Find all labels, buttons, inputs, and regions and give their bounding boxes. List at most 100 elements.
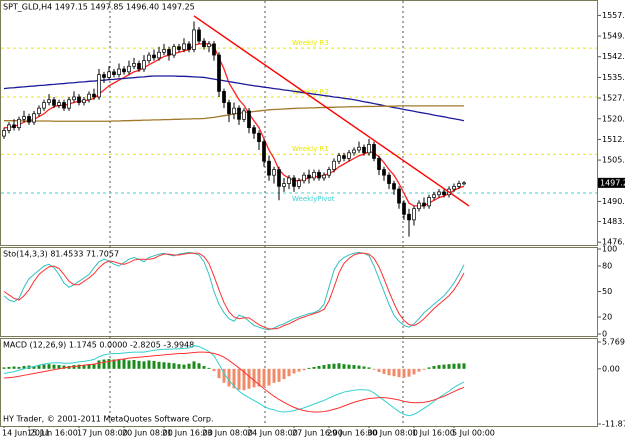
y-tick-label: 1490.60 [602, 197, 625, 206]
histogram-bar [457, 363, 461, 369]
candle-body [437, 191, 441, 196]
histogram-bar [197, 363, 201, 369]
histogram-bar [42, 364, 46, 369]
histogram-bar [247, 368, 251, 389]
candle-body [197, 29, 201, 42]
candle-body [72, 96, 76, 101]
last-price-box [598, 177, 625, 188]
candle-body [107, 71, 111, 78]
candle-body [322, 174, 326, 179]
histogram-bar [192, 361, 196, 369]
candle-body [382, 169, 386, 176]
x-tick-label: 15 Jun 16:00 [27, 429, 78, 438]
y-tick-label: 1542.40 [602, 52, 625, 61]
histogram-bar [277, 368, 281, 382]
histogram-bar [222, 368, 226, 383]
histogram-bar [337, 363, 341, 369]
candle-body [227, 102, 231, 115]
indicator-line [3, 252, 465, 330]
candle-body [22, 116, 26, 120]
y-tick-label: 80 [602, 262, 612, 271]
candle-body [462, 182, 466, 185]
candle-body [32, 113, 36, 123]
candle-body [57, 102, 61, 106]
candle-body [12, 124, 16, 129]
histogram-bar [112, 359, 116, 369]
histogram-bar [402, 368, 406, 378]
candle-body [422, 202, 426, 207]
histogram-bar [412, 368, 416, 375]
x-tick-label: 14 Jun 2011 [2, 429, 50, 438]
histogram-bar [322, 365, 326, 369]
histogram-bar [157, 361, 161, 369]
x-tick-label: 20 Jun 08:00 [122, 429, 173, 438]
candle-body [17, 118, 21, 129]
candle-body [282, 183, 286, 187]
pivot-level-label: Weekly R3 [292, 39, 329, 47]
candle-body [307, 174, 311, 179]
candle-body [182, 43, 186, 50]
candle-body [302, 174, 306, 182]
x-tick-label: 17 Jun 08:00 [77, 429, 128, 438]
y-tick-label: 0 [602, 330, 607, 339]
candle-body [352, 149, 356, 154]
histogram-bar [172, 363, 176, 369]
candle-body [102, 74, 106, 78]
indicator-line [3, 345, 465, 417]
candle-body [417, 202, 421, 210]
histogram-bar [312, 366, 316, 369]
candle-body [27, 116, 31, 123]
histogram-bar [332, 363, 336, 369]
histogram-bar [177, 364, 181, 369]
histogram-bar [267, 368, 271, 386]
indicator-line [3, 251, 465, 331]
y-tick-label: 1512.80 [602, 135, 625, 144]
histogram-bar [187, 363, 191, 369]
candle-body [272, 169, 276, 176]
candle-body [287, 177, 291, 184]
candle-body [297, 180, 301, 187]
y-tick-label: 20 [602, 313, 612, 322]
x-tick-label: 23 Jun 08:00 [202, 429, 253, 438]
histogram-bar [387, 368, 391, 376]
candle-body [372, 144, 376, 159]
main-title: SPT_GLD,H4 1497.15 1497.85 1496.40 1497.… [3, 3, 195, 12]
y-tick-label: 1505.40 [602, 156, 625, 165]
footer: HY Trader, © 2001-2011 MetaQuotes Softwa… [3, 415, 214, 424]
histogram-bar [202, 366, 206, 369]
candle-body [432, 194, 436, 198]
histogram-bar [7, 366, 11, 369]
histogram-bar [342, 364, 346, 369]
candle-body [167, 49, 171, 56]
candle-body [362, 146, 366, 154]
histogram-bar [22, 366, 26, 369]
candle-body [192, 29, 196, 50]
main-panel-frame [0, 0, 598, 246]
y-tick-label: 5.7698 [602, 338, 625, 347]
candle-body [357, 146, 361, 151]
histogram-bar [327, 364, 331, 369]
candle-body [112, 71, 116, 75]
histogram-bar [307, 367, 311, 369]
candle-body [147, 54, 151, 62]
histogram-bar [237, 368, 241, 390]
histogram-bar [162, 362, 166, 369]
histogram-bar [372, 368, 376, 370]
histogram-bar [62, 365, 66, 369]
candle-body [262, 141, 266, 162]
pivot-level-label: Weekly R2 [292, 88, 329, 96]
candle-body [87, 93, 91, 101]
candle-body [122, 68, 126, 73]
y-tick-label: 50 [602, 287, 612, 296]
candle-body [42, 102, 46, 109]
candle-body [222, 91, 226, 103]
histogram-bar [382, 368, 386, 374]
histogram-bar [37, 365, 41, 369]
y-tick-label: 1549.80 [602, 32, 625, 41]
histogram-bar [102, 359, 106, 369]
candle-body [242, 110, 246, 120]
candle-body [317, 172, 321, 179]
histogram-bar [447, 364, 451, 369]
candle-body [117, 68, 121, 75]
